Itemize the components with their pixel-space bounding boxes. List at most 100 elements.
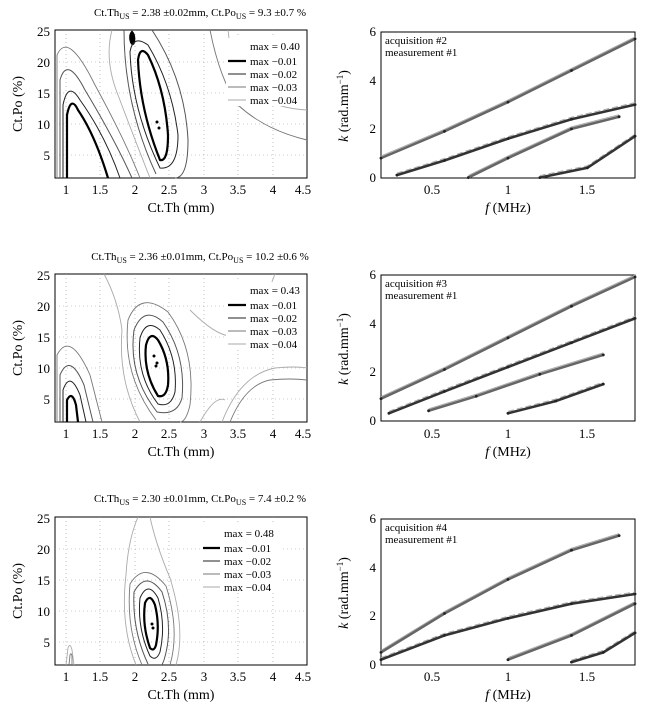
data-point	[538, 176, 542, 180]
theory-curve	[380, 36, 636, 157]
data-point	[570, 69, 573, 72]
x-axis-label: Ct.Th (mm)	[148, 688, 215, 703]
annotation-acquisition: acquisition #2	[385, 35, 447, 47]
x-tick-label: 4	[270, 426, 277, 441]
y-axis-label: Ct.Po (%)	[11, 563, 26, 619]
data-point	[387, 411, 391, 415]
data-point	[443, 612, 446, 615]
theory-curve	[507, 601, 636, 659]
y-tick-label: 15	[37, 330, 50, 345]
legend: max = 0.40 max −0.01 max −0.02 max −0.03…	[226, 38, 304, 107]
x-tick-label: 3.5	[230, 182, 246, 197]
annotation-measurement: measurement #1	[385, 290, 457, 302]
series-layer	[379, 274, 637, 415]
x-tick-label: 1.5	[92, 669, 108, 684]
contour-level-1	[62, 90, 121, 179]
x-tick-label: 1	[505, 426, 512, 441]
x-tick-labels: 0.5 1 1.5	[424, 182, 595, 197]
legend-entry-1: max −0.01	[250, 300, 297, 312]
y-tick-labels: 5 10 15 20 25	[37, 268, 50, 407]
x-tick-label: 2	[132, 426, 139, 441]
x-tick-label: 0.5	[424, 669, 440, 684]
y-tick-label: 0	[370, 413, 377, 428]
x-tick-label: 3	[201, 669, 208, 684]
x-tick-labels: 0.5 1 1.5	[424, 426, 595, 441]
y-tick-labels: 0 2 4 6	[370, 511, 377, 672]
y-tick-label: 0	[370, 170, 377, 185]
legend-box	[226, 282, 304, 350]
legend-box	[202, 525, 282, 593]
y-tick-label: 6	[370, 267, 377, 282]
y-axis-label: k (rad.mm−1)	[335, 557, 352, 629]
contour-level-2	[59, 365, 94, 423]
y-tick-labels: 5 10 15 20 25	[37, 24, 50, 163]
annotation-measurement: measurement #1	[385, 47, 457, 59]
y-tick-label: 20	[37, 542, 50, 557]
theory-curve	[380, 533, 620, 651]
data-point	[570, 304, 573, 308]
x-tick-labels: 1 1.5 2 2.5 3 3.5 4 4.5	[63, 182, 311, 197]
data-point	[570, 602, 573, 606]
optimum-point	[155, 120, 159, 124]
annotation-acquisition: acquisition #3	[385, 278, 448, 290]
data-point	[474, 394, 478, 398]
contour-level-max	[136, 49, 170, 162]
x-tick-label: 1.5	[579, 426, 595, 441]
data-point	[506, 365, 510, 369]
data-point	[443, 390, 446, 393]
series-layer	[379, 36, 637, 180]
x-tick-label: 0.5	[424, 426, 440, 441]
x-tick-label: 1	[63, 426, 70, 441]
series-line	[427, 353, 605, 413]
optimum-point	[152, 354, 156, 358]
optimum-point	[150, 622, 154, 626]
x-tick-label: 4.5	[295, 669, 311, 684]
x-tick-label: 3	[201, 182, 208, 197]
y-tick-label: 5	[44, 392, 51, 407]
x-axis-label: f (MHz)	[485, 201, 531, 216]
data-point	[506, 578, 510, 581]
contour-title-2: Ct.ThUS = 2.36 ±0.01mm, Ct.PoUS = 10.2 ±…	[91, 251, 309, 265]
y-tick-label: 5	[44, 635, 51, 650]
data-point	[379, 658, 383, 662]
x-tick-label: 2.5	[161, 182, 177, 197]
data-point	[538, 372, 542, 376]
legend: max = 0.48 max −0.01 max −0.02 max −0.03…	[202, 525, 282, 594]
y-axis-label: Ct.Po (%)	[11, 76, 26, 132]
y-tick-label: 0	[370, 657, 377, 672]
contour-level-4	[65, 645, 75, 666]
y-tick-label: 4	[370, 316, 377, 331]
data-point	[506, 100, 510, 104]
data-point	[395, 173, 399, 177]
data-point	[443, 159, 446, 162]
contour-level-max	[144, 334, 170, 398]
legend-entry-3: max −0.03	[224, 569, 272, 581]
theory-curve	[428, 352, 604, 410]
data-point	[506, 616, 510, 620]
optimum-point	[155, 361, 159, 365]
y-tick-label: 15	[37, 86, 50, 101]
x-tick-label: 2	[132, 182, 139, 197]
x-axis-label: Ct.Th (mm)	[148, 445, 215, 460]
data-point	[379, 651, 383, 654]
y-tick-label: 25	[37, 511, 50, 526]
legend-entry-1: max −0.01	[250, 56, 297, 68]
y-tick-label: 25	[37, 268, 50, 283]
y-tick-label: 2	[370, 121, 377, 136]
contour-panel-1: Ct.ThUS = 2.38 ±0.02mm, Ct.PoUS = 9.3 ±0…	[11, 7, 311, 216]
x-tick-labels: 0.5 1 1.5	[424, 669, 595, 684]
contour-level-2	[59, 69, 133, 179]
contour-level-3	[128, 572, 175, 666]
legend-entry-4: max −0.04	[250, 95, 298, 107]
contour-level-3	[126, 302, 192, 423]
data-point	[506, 411, 510, 415]
data-point	[633, 134, 637, 138]
legend-box	[226, 38, 304, 106]
contour-level-1	[62, 380, 87, 423]
theory-curve	[380, 274, 636, 398]
contour-level-3	[56, 345, 103, 423]
data-point	[601, 651, 605, 654]
x-tick-label: 1	[63, 669, 70, 684]
legend-entry-max: max = 0.43	[250, 285, 300, 297]
data-point	[570, 117, 573, 121]
